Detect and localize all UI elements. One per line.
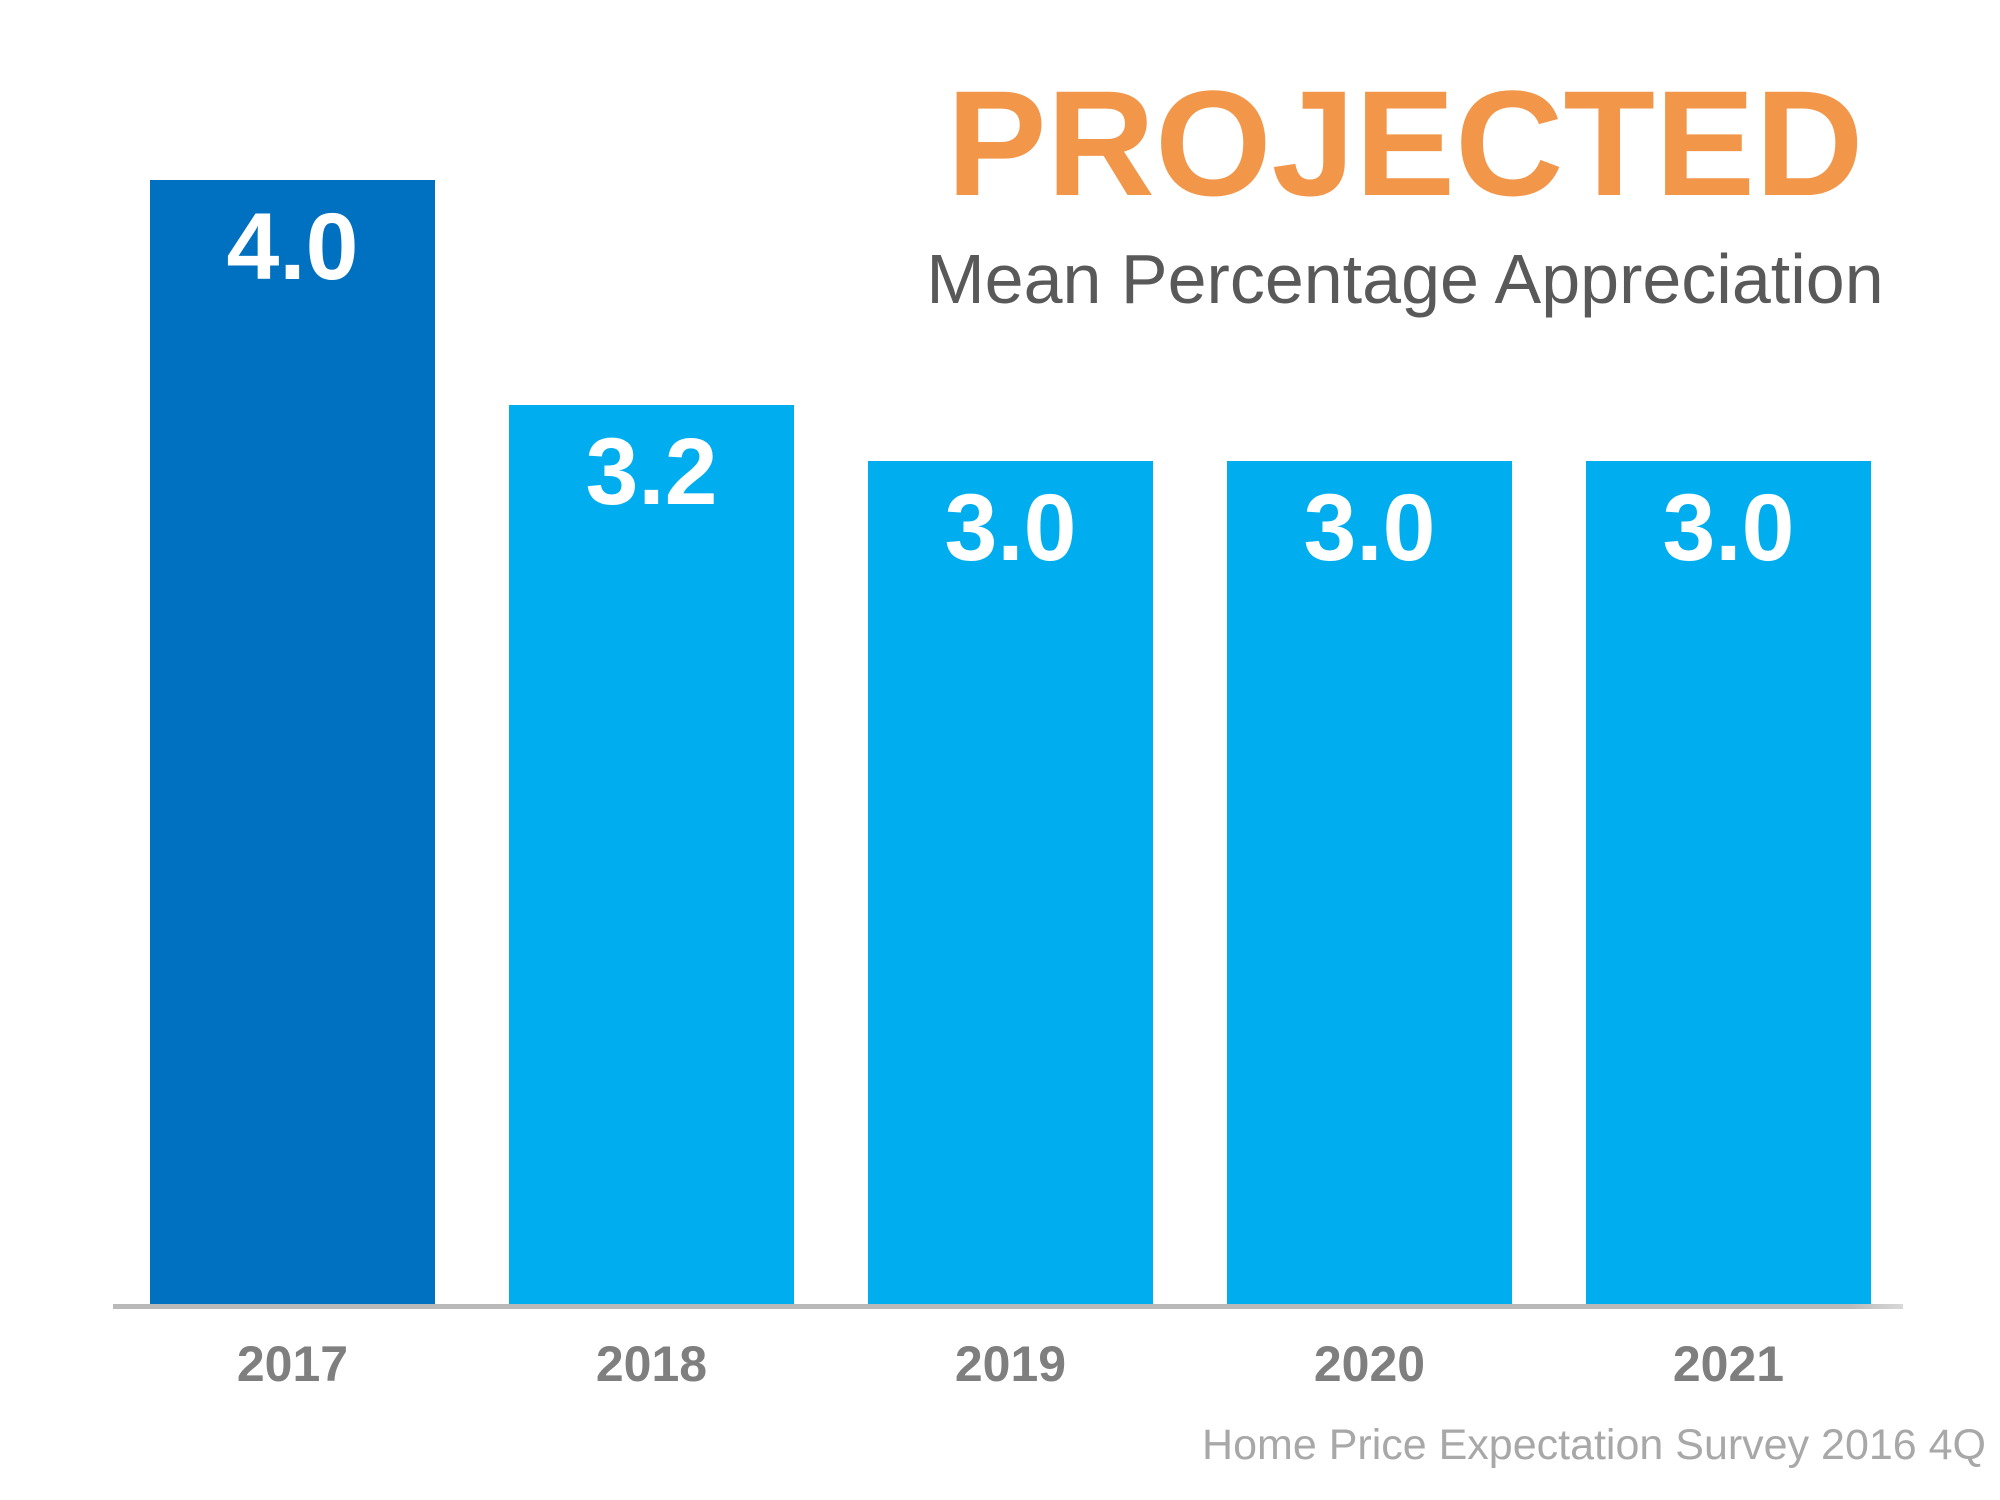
- chart-title: PROJECTED: [946, 59, 1864, 227]
- x-axis-line: [113, 1304, 1903, 1309]
- x-tick-label-2021: 2021: [1672, 1336, 1785, 1392]
- chart-subtitle: Mean Percentage Appreciation: [926, 240, 1884, 318]
- bar-2017: 4.0: [150, 180, 435, 1304]
- bar-column-2019: 3.0 2019: [868, 461, 1153, 1389]
- x-tick-label-2018: 2018: [595, 1336, 708, 1392]
- x-tick-label-2020: 2020: [1313, 1336, 1426, 1392]
- bar-column-2017: 4.0 2017: [150, 180, 435, 1389]
- bar-2018: 3.2: [509, 404, 794, 1304]
- bar-column-2020: 3.0 2020: [1227, 461, 1512, 1389]
- bar-column-2018: 3.2 2018: [509, 404, 794, 1389]
- bar-value-label: 3.0: [1303, 475, 1436, 581]
- bar-2021: 3.0: [1586, 461, 1871, 1304]
- bar-value-label: 3.2: [585, 418, 718, 525]
- bar-column-2021: 3.0 2021: [1586, 461, 1871, 1389]
- bar-2020: 3.0: [1227, 461, 1512, 1304]
- x-tick-label-2017: 2017: [236, 1336, 349, 1392]
- bar-value-label: 4.0: [226, 194, 359, 300]
- title-block: PROJECTED Mean Percentage Appreciation: [900, 68, 1910, 314]
- bar-value-label: 3.0: [1662, 475, 1795, 581]
- source-note: Home Price Expectation Survey 2016 4Q: [1202, 1421, 1986, 1469]
- x-tick-label-2019: 2019: [954, 1336, 1067, 1392]
- bar-value-label: 3.0: [944, 475, 1077, 581]
- bar-2019: 3.0: [868, 461, 1153, 1304]
